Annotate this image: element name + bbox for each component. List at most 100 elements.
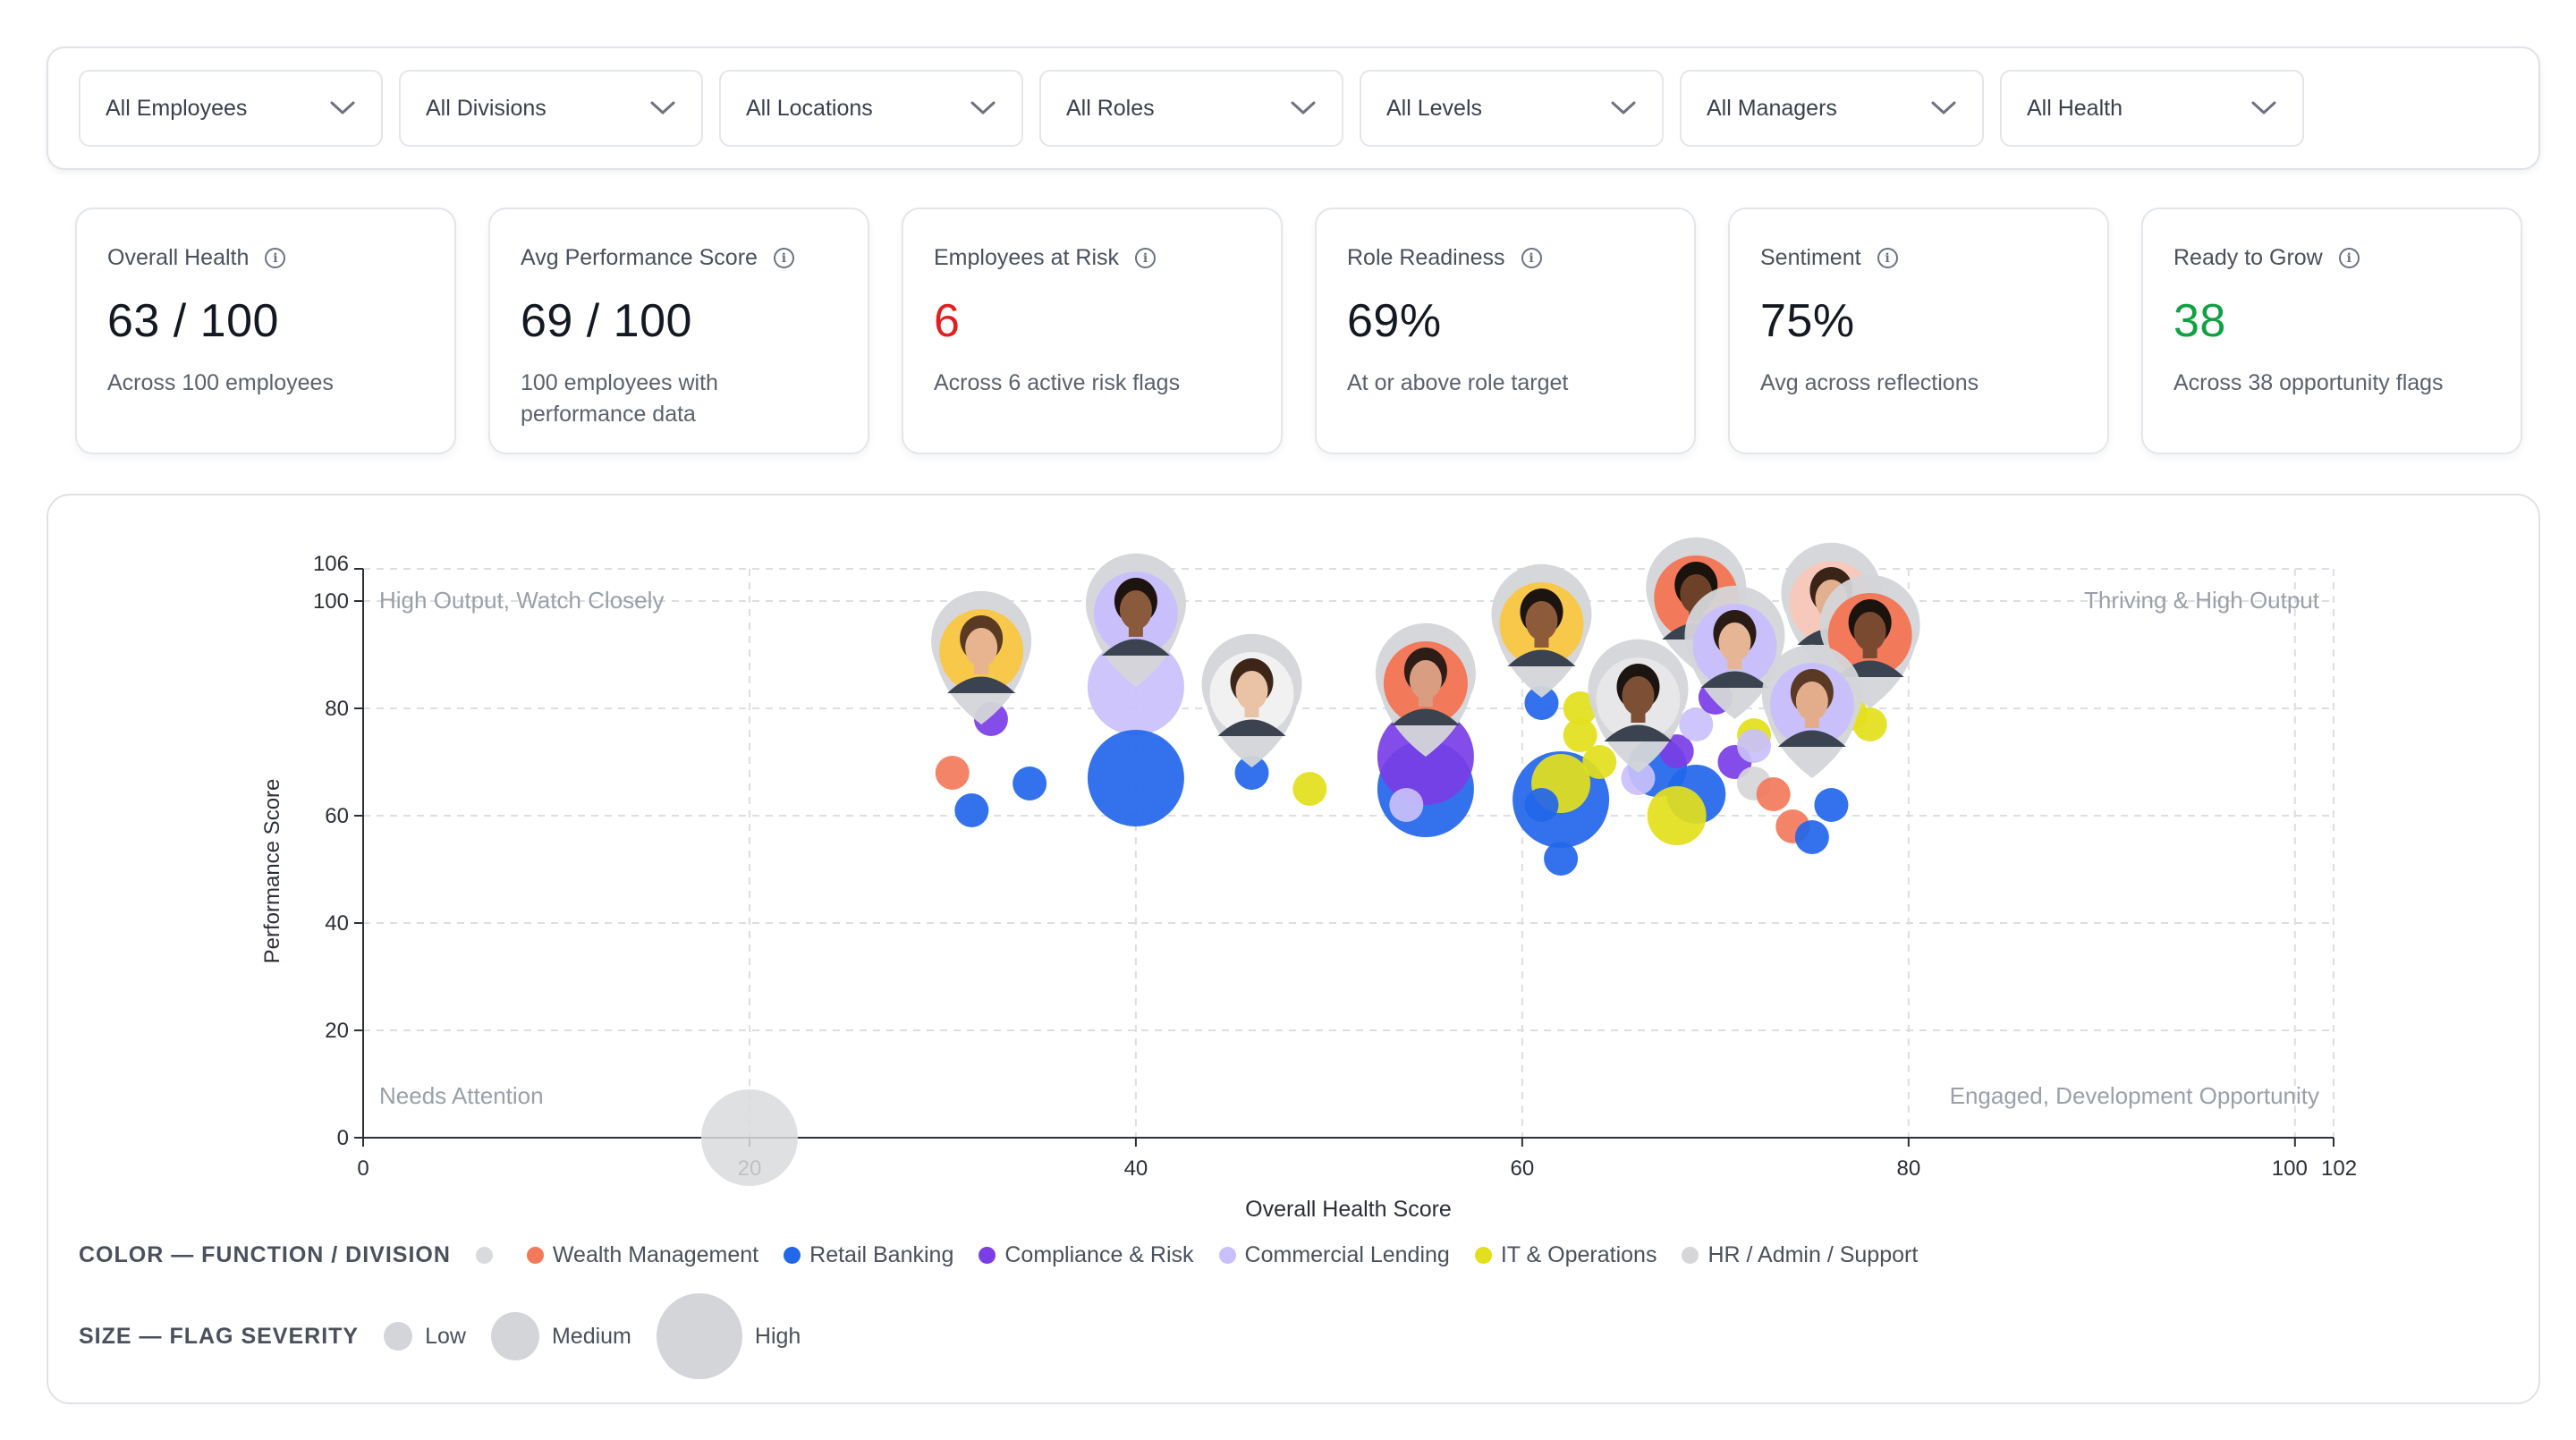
y-tick-label: 60 [325,804,349,828]
info-icon[interactable]: i [2338,248,2360,268]
data-bubble[interactable] [1647,786,1707,845]
data-bubble[interactable] [1582,745,1617,779]
employee-avatar-pin[interactable] [1491,563,1592,698]
data-bubble[interactable] [935,756,970,790]
kpi-value: 75% [1760,295,1855,347]
kpi-subtitle: At or above role target [1347,370,1569,395]
avatar-shoulders [947,676,1016,693]
color-legend: COLOR — FUNCTION / DIVISION Wealth Manag… [79,1242,1943,1268]
data-bubble[interactable] [954,793,989,827]
data-bubble[interactable] [1013,767,1047,800]
data-bubble[interactable] [1852,707,1887,741]
kpi-card-role-readiness: Role Readiness i 69% At or above role ta… [1315,208,1696,454]
data-bubble[interactable] [1621,761,1656,795]
legend-label: Commercial Lending [1244,1242,1450,1267]
data-bubble[interactable] [1544,842,1579,876]
filter-health-dropdown[interactable]: All Health [2000,70,2304,147]
size-swatch-high [656,1293,742,1379]
data-bubble[interactable] [1524,788,1559,822]
avatar-neck [1128,626,1143,637]
data-bubble[interactable] [1756,777,1791,811]
kpi-title: Sentiment [1760,245,1861,270]
legend-item-compliance-risk[interactable]: Compliance & Risk [979,1242,1194,1268]
kpi-value: 63 / 100 [107,295,279,347]
legend-item-unassigned[interactable] [475,1247,502,1264]
filter-employees-dropdown[interactable]: All Employees [79,70,383,147]
avatar-neck [974,664,989,674]
data-bubble[interactable] [1659,734,1694,768]
avatar-shoulders [1700,671,1769,688]
employee-avatar-pin[interactable] [931,590,1032,724]
data-bubble[interactable] [1292,772,1327,806]
info-icon[interactable]: i [265,248,286,268]
employee-avatar-pin[interactable] [1085,553,1186,687]
avatar-shoulders [1217,719,1286,736]
data-bubble[interactable] [1234,756,1269,790]
kpi-subtitle: Across 6 active risk flags [934,370,1181,395]
chevron-down-icon [1610,100,1637,116]
legend-item-it-operations[interactable]: IT & Operations [1474,1242,1657,1268]
employee-avatar-pin[interactable] [1684,585,1785,719]
legend-label: Retail Banking [809,1242,954,1267]
legend-swatch [1682,1247,1699,1264]
employee-avatar-pin[interactable] [1375,623,1476,757]
legend-label: Medium [551,1323,631,1349]
size-legend-title: SIZE — FLAG SEVERITY [79,1323,360,1349]
legend-label: High [754,1323,801,1349]
chevron-down-icon [1290,100,1317,116]
size-legend: SIZE — FLAG SEVERITY Low Medium High [79,1292,826,1381]
avatar-neck [1727,658,1742,669]
legend-item-commercial-lending[interactable]: Commercial Lending [1218,1242,1450,1268]
filter-locations-dropdown[interactable]: All Locations [719,70,1023,147]
avatar-shoulders [1604,724,1673,741]
x-tick-label: 100 [2272,1156,2308,1181]
info-icon[interactable]: i [1135,248,1157,268]
filter-divisions-dropdown[interactable]: All Divisions [399,70,703,147]
data-bubble[interactable] [1679,707,1714,741]
chevron-down-icon [2250,100,2277,116]
filter-levels-dropdown[interactable]: All Levels [1360,70,1664,147]
data-bubble[interactable] [1563,718,1597,752]
data-bubble[interactable] [1814,788,1849,822]
quadrant-label-top-left: High Output, Watch Closely [379,587,664,614]
legend-item-hr-admin-support[interactable]: HR / Admin / Support [1682,1242,1918,1268]
employee-avatar-pin[interactable] [1588,639,1689,773]
avatar-shoulders [1101,639,1170,656]
data-bubble[interactable] [700,1089,798,1186]
kpi-title: Avg Performance Score [521,245,758,270]
avatar-face [965,628,998,667]
size-legend-high: High [656,1293,801,1379]
kpi-row: Overall Health i 63 / 100 Across 100 emp… [75,208,2522,454]
kpi-subtitle: Across 100 employees [107,370,334,395]
data-bubble[interactable] [1389,788,1424,822]
info-icon[interactable]: i [773,248,794,268]
employee-avatar-pin[interactable] [1201,633,1302,767]
info-icon[interactable]: i [1521,248,1542,268]
avatar-neck [1534,637,1549,648]
data-bubble[interactable] [1563,691,1597,725]
data-bubble[interactable] [1794,820,1829,854]
data-bubble[interactable] [1524,686,1559,720]
info-icon[interactable]: i [1877,248,1898,268]
legend-swatch [979,1247,996,1264]
color-legend-title: COLOR — FUNCTION / DIVISION [79,1242,451,1267]
quadrant-label-top-right: Thriving & High Output [2084,587,2320,614]
legend-label: Compliance & Risk [1004,1242,1194,1267]
size-legend-medium: Medium [490,1312,631,1360]
filter-roles-dropdown[interactable]: All Roles [1039,70,1343,147]
y-tick-label: 0 [337,1126,349,1150]
data-bubble[interactable] [1737,729,1772,763]
x-tick-label: 102 [2321,1156,2357,1181]
employee-avatar-pin[interactable] [1761,644,1862,778]
filter-label: All Locations [746,95,873,121]
legend-swatch [1218,1247,1236,1264]
filter-label: All Health [2027,95,2123,121]
data-bubble[interactable] [1087,730,1184,826]
legend-item-wealth-management[interactable]: Wealth Management [526,1242,758,1268]
legend-swatch [784,1247,801,1264]
legend-item-retail-banking[interactable]: Retail Banking [784,1242,953,1268]
filter-label: All Managers [1707,95,1837,121]
quadrant-label-bottom-left: Needs Attention [379,1082,544,1109]
avatar-face [1235,671,1268,710]
filter-managers-dropdown[interactable]: All Managers [1680,70,1984,147]
